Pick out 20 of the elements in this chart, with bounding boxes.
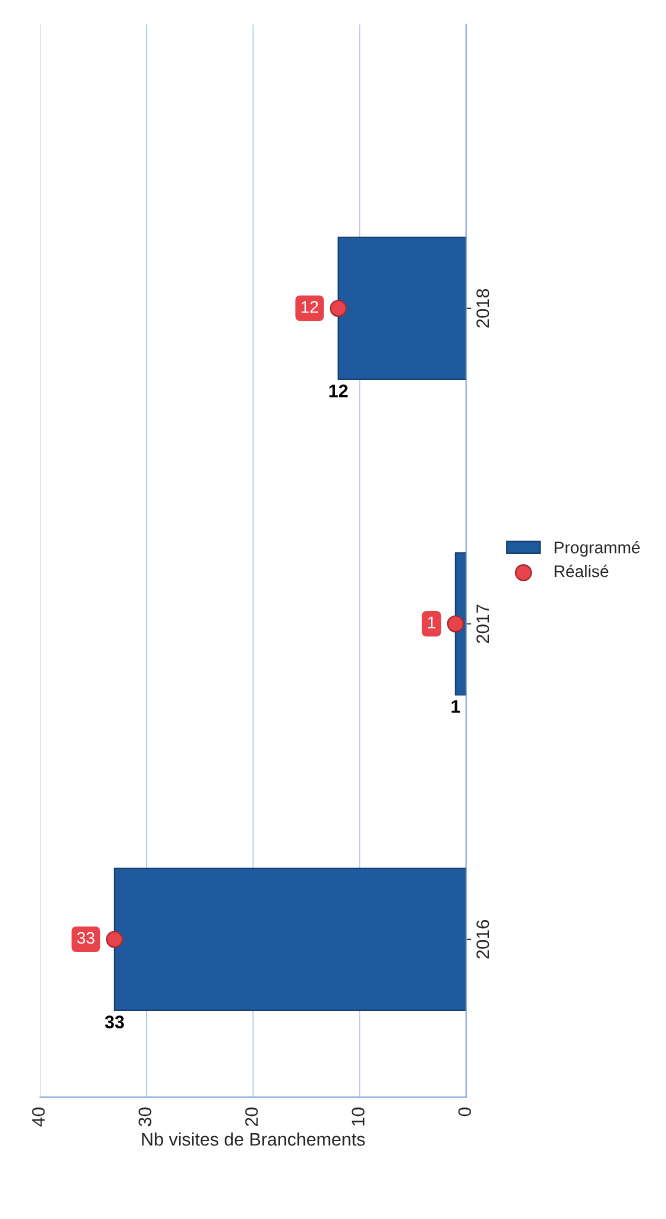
legend-label: Réalisé — [554, 564, 609, 578]
bar — [337, 236, 467, 381]
x-tick-label: 10 — [351, 1107, 365, 1126]
data-label: 1 — [428, 616, 436, 629]
bar — [113, 867, 467, 1012]
data-label: 12 — [301, 301, 319, 313]
x-axis-title: Nb visites de Branchements — [142, 1132, 365, 1146]
y-tick-label: 2018 — [476, 289, 490, 328]
bar — [454, 552, 467, 696]
data-label: 12 — [329, 384, 348, 398]
x-tick-label: 0 — [458, 1107, 472, 1117]
y-tick-label: 2016 — [476, 920, 490, 959]
x-tick-label: 20 — [245, 1107, 258, 1126]
data-label: 33 — [104, 1015, 124, 1029]
y-tick-label: 2017 — [476, 604, 490, 644]
data-label: 1 — [451, 700, 461, 713]
x-tick-label: 40 — [32, 1107, 45, 1127]
data-label: 33 — [77, 932, 95, 944]
legend-label: Programmé — [554, 540, 640, 557]
x-tick-label: 30 — [138, 1107, 152, 1127]
